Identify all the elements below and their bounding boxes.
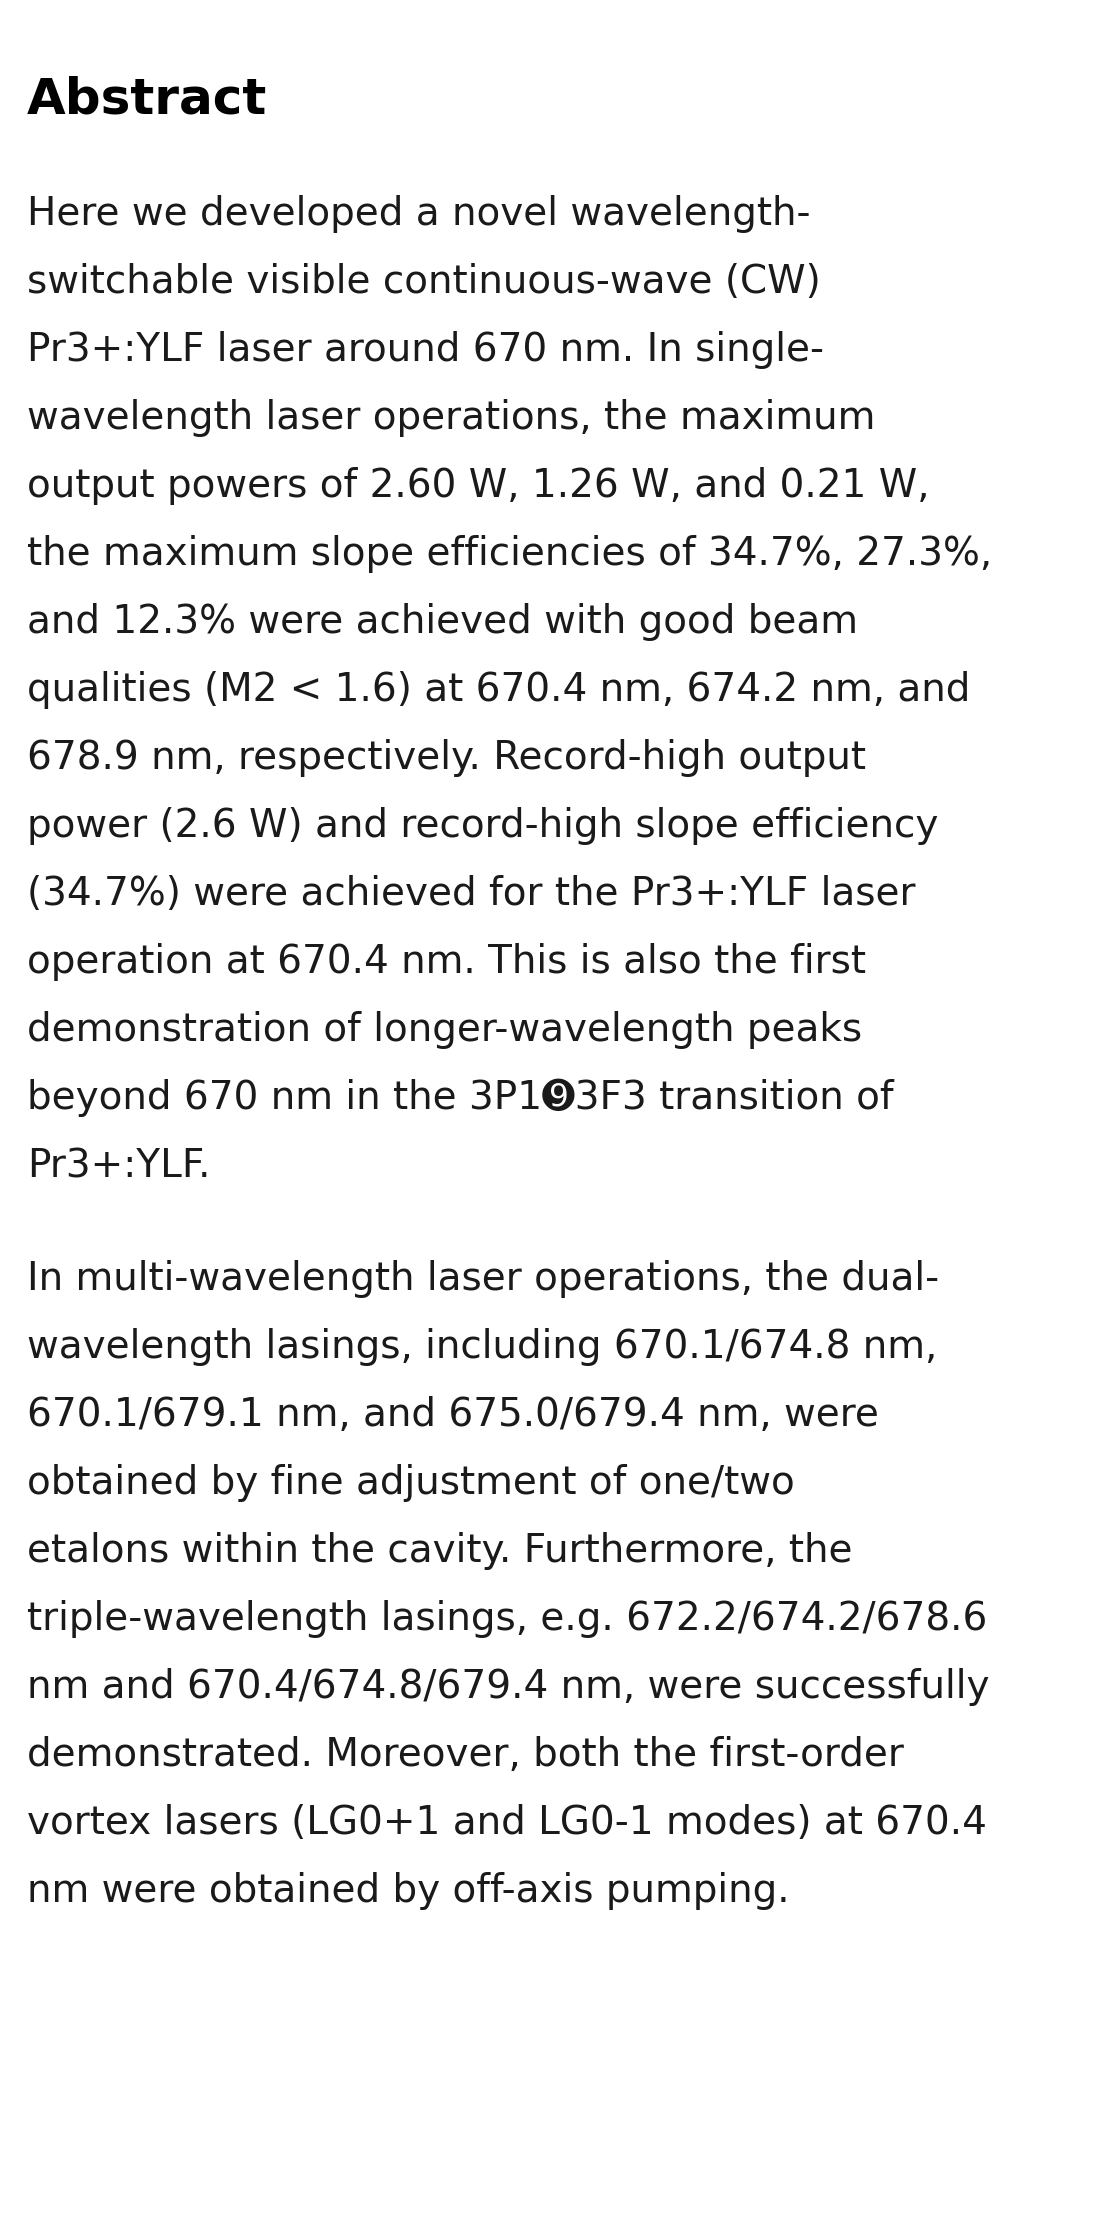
Text: In multi-wavelength laser operations, the dual-: In multi-wavelength laser operations, th…: [27, 1260, 939, 1298]
Text: Abstract: Abstract: [27, 76, 267, 123]
Text: vortex lasers (LG0+1 and LG0-1 modes) at 670.4: vortex lasers (LG0+1 and LG0-1 modes) at…: [27, 1804, 987, 1842]
Text: operation at 670.4 nm. This is also the first: operation at 670.4 nm. This is also the …: [27, 942, 866, 980]
Text: switchable visible continuous-wave (CW): switchable visible continuous-wave (CW): [27, 264, 821, 300]
Text: power (2.6 W) and record-high slope efficiency: power (2.6 W) and record-high slope effi…: [27, 808, 938, 846]
Text: Here we developed a novel wavelength-: Here we developed a novel wavelength-: [27, 195, 811, 233]
Text: wavelength laser operations, the maximum: wavelength laser operations, the maximum: [27, 398, 876, 436]
Text: and 12.3% were achieved with good beam: and 12.3% were achieved with good beam: [27, 602, 858, 640]
Text: triple-wavelength lasings, e.g. 672.2/674.2/678.6: triple-wavelength lasings, e.g. 672.2/67…: [27, 1600, 987, 1638]
Text: Pr3+:YLF.: Pr3+:YLF.: [27, 1148, 210, 1184]
Text: 678.9 nm, respectively. Record-high output: 678.9 nm, respectively. Record-high outp…: [27, 739, 866, 777]
Text: demonstrated. Moreover, both the first-order: demonstrated. Moreover, both the first-o…: [27, 1737, 904, 1775]
Text: demonstration of longer-wavelength peaks: demonstration of longer-wavelength peaks: [27, 1012, 862, 1050]
Text: (34.7%) were achieved for the Pr3+:YLF laser: (34.7%) were achieved for the Pr3+:YLF l…: [27, 875, 916, 913]
Text: obtained by fine adjustment of one/two: obtained by fine adjustment of one/two: [27, 1464, 795, 1502]
Text: nm were obtained by off-axis pumping.: nm were obtained by off-axis pumping.: [27, 1871, 790, 1909]
Text: beyond 670 nm in the 3P1➒3F3 transition of: beyond 670 nm in the 3P1➒3F3 transition …: [27, 1079, 894, 1117]
Text: Pr3+:YLF laser around 670 nm. In single-: Pr3+:YLF laser around 670 nm. In single-: [27, 331, 824, 369]
Text: wavelength lasings, including 670.1/674.8 nm,: wavelength lasings, including 670.1/674.…: [27, 1327, 937, 1365]
Text: nm and 670.4/674.8/679.4 nm, were successfully: nm and 670.4/674.8/679.4 nm, were succes…: [27, 1667, 990, 1705]
Text: output powers of 2.60 W, 1.26 W, and 0.21 W,: output powers of 2.60 W, 1.26 W, and 0.2…: [27, 468, 929, 506]
Text: 670.1/679.1 nm, and 675.0/679.4 nm, were: 670.1/679.1 nm, and 675.0/679.4 nm, were: [27, 1397, 879, 1435]
Text: the maximum slope efficiencies of 34.7%, 27.3%,: the maximum slope efficiencies of 34.7%,…: [27, 535, 992, 573]
Text: qualities (M2 < 1.6) at 670.4 nm, 674.2 nm, and: qualities (M2 < 1.6) at 670.4 nm, 674.2 …: [27, 671, 971, 709]
Text: etalons within the cavity. Furthermore, the: etalons within the cavity. Furthermore, …: [27, 1533, 852, 1571]
